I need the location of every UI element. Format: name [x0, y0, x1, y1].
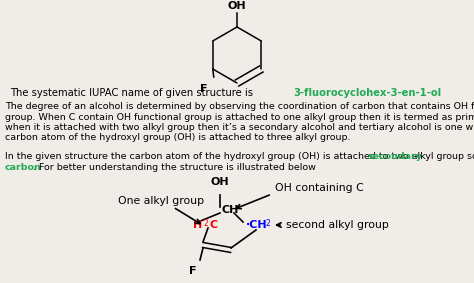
Text: secondary: secondary: [368, 152, 423, 161]
Text: 3-fluorocyclohex-3-en-1-ol: 3-fluorocyclohex-3-en-1-ol: [293, 88, 441, 98]
Text: when it is attached with two alkyl group then it’s a secondary alcohol and terti: when it is attached with two alkyl group…: [5, 123, 474, 132]
Text: carbon atom of the hydroxyl group (OH) is attached to three alkyl group.: carbon atom of the hydroxyl group (OH) i…: [5, 134, 350, 143]
Text: F: F: [189, 266, 197, 276]
Text: group. When C contain OH functional group is attached to one alkyl group then it: group. When C contain OH functional grou…: [5, 113, 474, 121]
Text: C: C: [210, 220, 218, 230]
Text: One alkyl group: One alkyl group: [118, 196, 204, 206]
Text: ·CH: ·CH: [246, 220, 268, 230]
Text: The degree of an alcohol is determined by observing the coordination of carbon t: The degree of an alcohol is determined b…: [5, 102, 474, 111]
Text: OH containing C: OH containing C: [275, 183, 364, 193]
Text: . For better understanding the structure is illustrated below: . For better understanding the structure…: [33, 162, 316, 171]
Text: H: H: [193, 220, 202, 230]
Text: OH: OH: [210, 177, 229, 187]
Text: OH: OH: [228, 1, 246, 11]
Text: 2: 2: [266, 219, 271, 228]
Text: 2: 2: [204, 219, 209, 228]
Text: The systematic IUPAC name of given structure is: The systematic IUPAC name of given struc…: [10, 88, 256, 98]
Text: The systematic IUPAC name of given structure is 3-fluorocyclohex-3-en-1-ol: The systematic IUPAC name of given struc…: [0, 282, 1, 283]
Text: In the given structure the carbon atom of the hydroxyl group (OH) is attached to: In the given structure the carbon atom o…: [5, 152, 474, 161]
Text: second alkyl group: second alkyl group: [286, 220, 389, 230]
Text: CH: CH: [222, 205, 239, 215]
Text: F: F: [200, 84, 208, 94]
Text: carbon: carbon: [5, 162, 42, 171]
